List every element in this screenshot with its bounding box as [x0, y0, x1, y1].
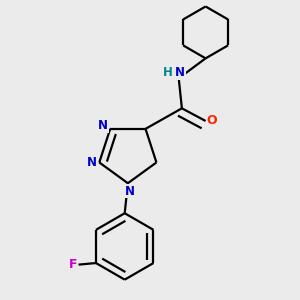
Text: N: N	[98, 119, 108, 132]
Text: N: N	[175, 66, 185, 79]
Text: O: O	[207, 114, 217, 127]
Text: F: F	[69, 258, 77, 271]
Text: N: N	[86, 156, 96, 169]
Text: N: N	[124, 184, 134, 198]
Text: H: H	[163, 66, 172, 79]
